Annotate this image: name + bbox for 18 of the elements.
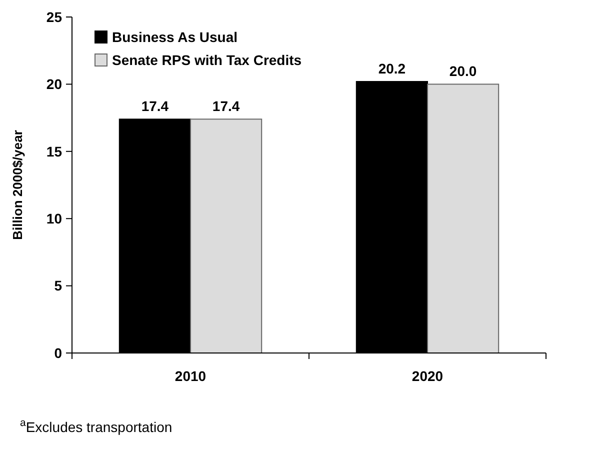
y-axis-title: Billion 2000$/year [10,130,25,240]
y-tick-label: 10 [46,210,62,226]
text: 20.2 [378,60,406,77]
y-tick-label: 20 [46,76,62,92]
text: $^{a}$Excludes transportation [20,417,172,435]
text: 17.4 [141,98,169,114]
x-tick-label: 2020 [412,368,444,384]
y-tick-label: 5 [54,278,62,294]
legend-label: Business As Usual [112,28,238,45]
bar [427,84,500,354]
legend-label: Senate RPS with Tax Credits [112,52,302,68]
y-tick-label: 25 [46,8,62,25]
y-tick-label: 15 [46,143,62,160]
text: 17.4 [212,98,240,114]
text: 20.0 [449,63,477,80]
bar [190,118,262,354]
y-tick-label: 0 [54,344,62,361]
x-tick-label: 2010 [174,368,206,384]
